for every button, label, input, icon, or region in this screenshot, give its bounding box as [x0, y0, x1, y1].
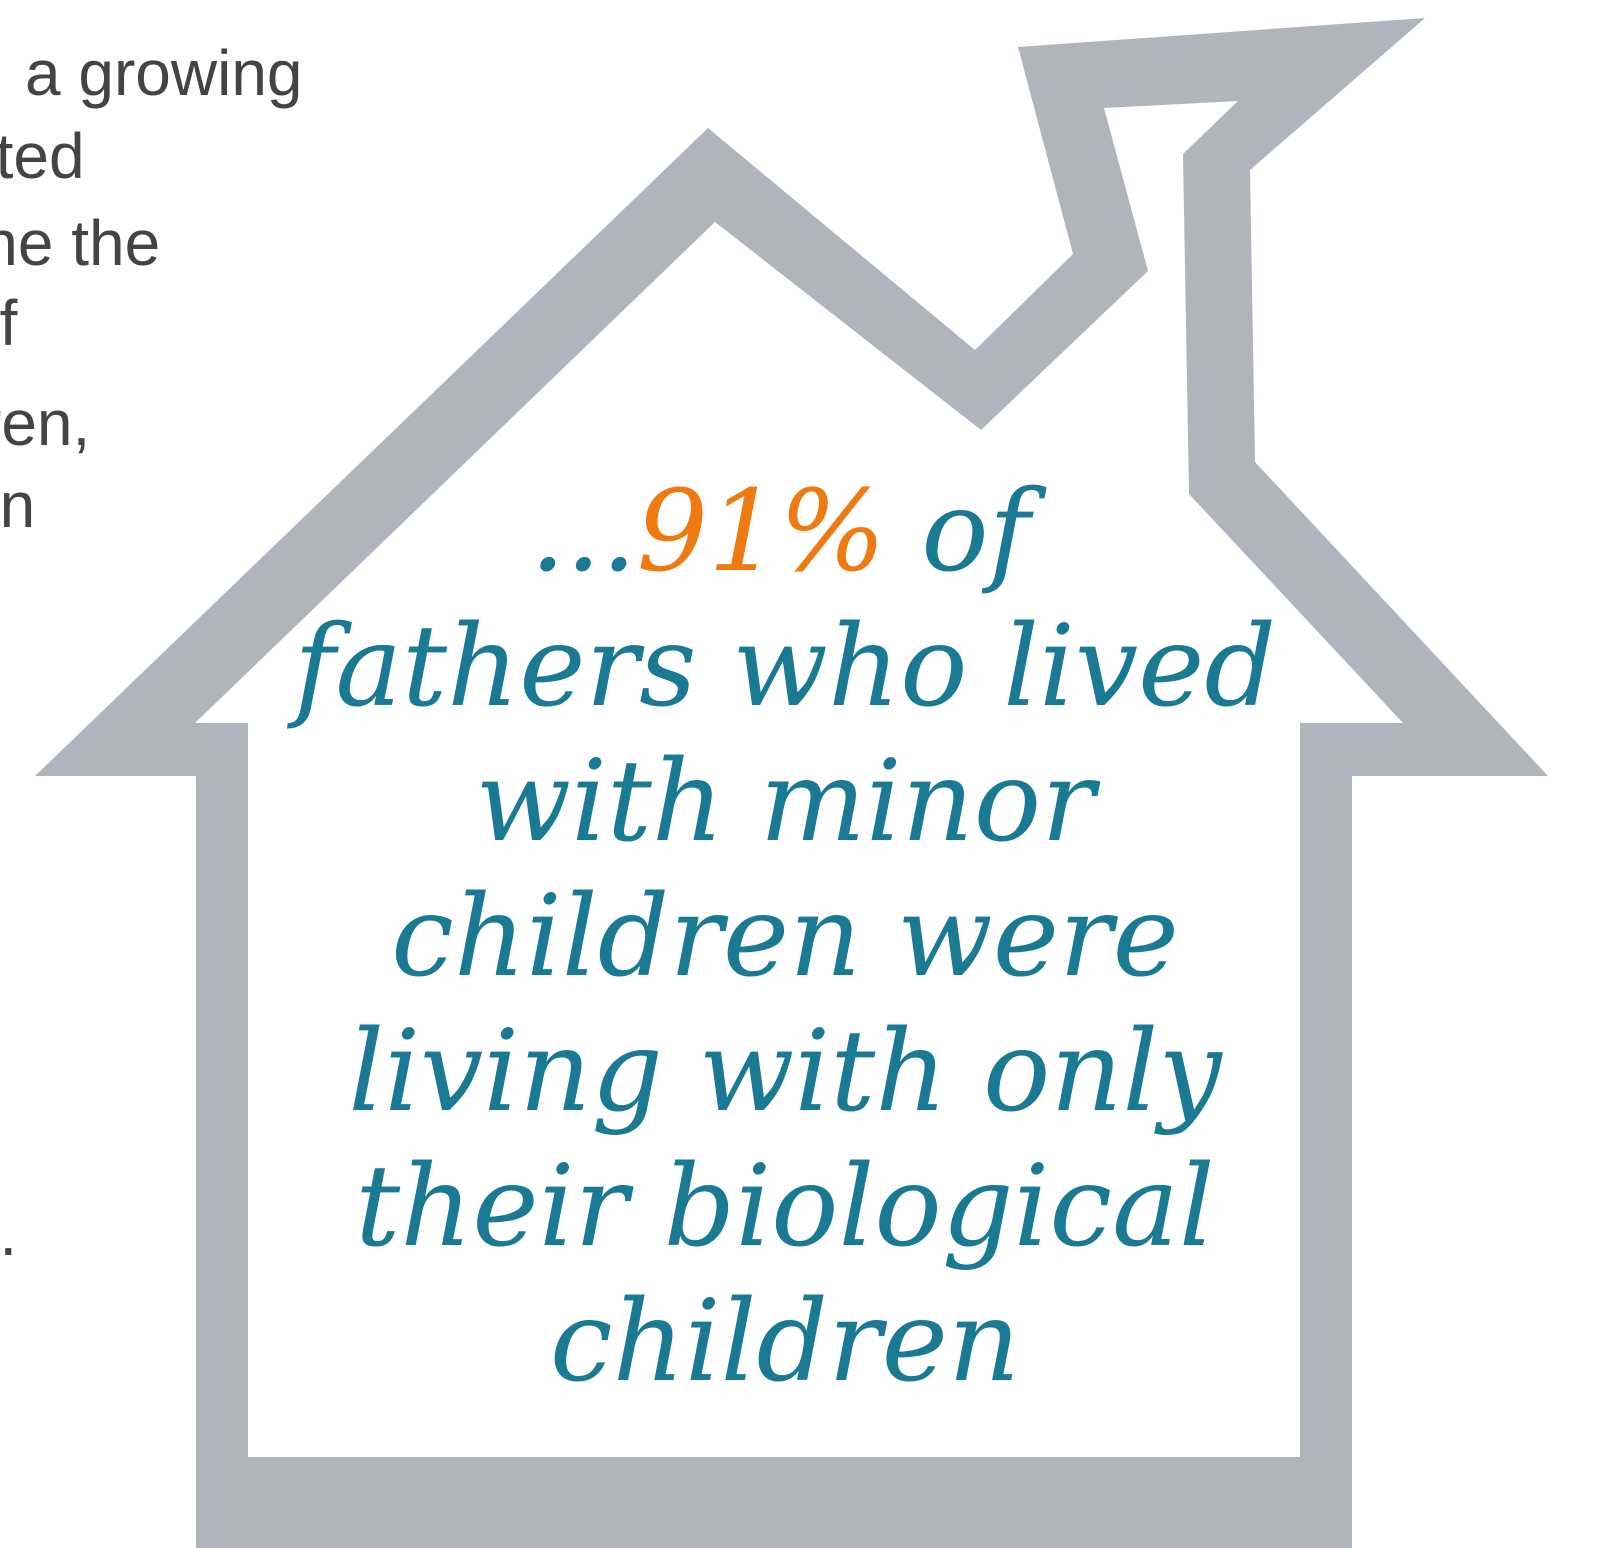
left-line: ). [0, 1197, 17, 1269]
house-line: children were [391, 872, 1179, 1002]
left-line: ated [0, 120, 85, 192]
house-text: ...91% of fathers who lived with minor c… [287, 467, 1276, 1407]
left-line: a growing [25, 37, 303, 109]
left-line: ren, [0, 387, 90, 459]
left-line: ine the [0, 207, 160, 279]
house-line: their biological [355, 1142, 1214, 1272]
lead-tail: of [886, 467, 1048, 597]
house-line: with minor [475, 737, 1101, 867]
left-line: of [0, 287, 18, 359]
house-line: fathers who lived [287, 602, 1276, 732]
house-line: ...91% of [530, 467, 1048, 597]
lead: ... [530, 467, 637, 597]
left-line: en [0, 469, 35, 541]
left-text: a growing ated ine the of ren, en ). [0, 37, 303, 1269]
house-line: children [550, 1277, 1020, 1407]
highlight: 91% [637, 467, 886, 597]
house-interior [195, 101, 1403, 1457]
house-line: living with only [348, 1007, 1223, 1137]
